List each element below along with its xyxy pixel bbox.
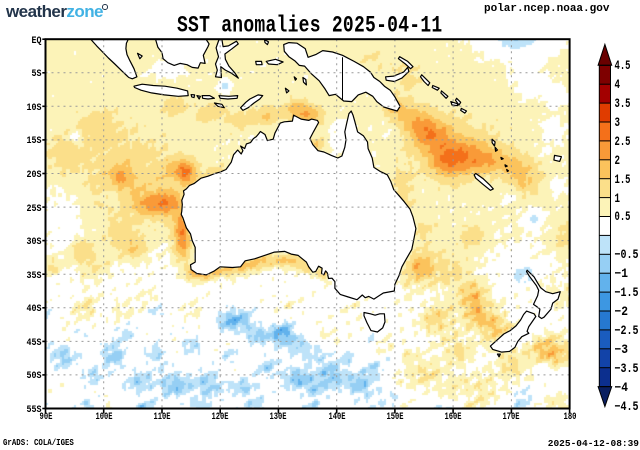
svg-text:4: 4 — [615, 78, 621, 92]
svg-text:15S: 15S — [27, 136, 42, 147]
svg-text:30S: 30S — [27, 237, 42, 248]
svg-text:130E: 130E — [270, 412, 287, 423]
svg-text:40S: 40S — [27, 304, 42, 315]
svg-text:160E: 160E — [445, 412, 462, 423]
svg-text:3.5: 3.5 — [615, 97, 631, 111]
svg-text:25S: 25S — [27, 204, 42, 215]
svg-text:150E: 150E — [387, 412, 404, 423]
svg-text:5S: 5S — [32, 69, 42, 80]
svg-text:−2: −2 — [615, 305, 629, 319]
svg-text:−3.5: −3.5 — [615, 362, 639, 376]
svg-text:50S: 50S — [27, 371, 42, 382]
svg-text:−3: −3 — [615, 343, 629, 357]
svg-text:0.5: 0.5 — [615, 210, 631, 224]
svg-text:3: 3 — [615, 116, 621, 130]
svg-text:140E: 140E — [329, 412, 346, 423]
svg-text:−2.5: −2.5 — [615, 324, 639, 338]
svg-text:−4: −4 — [615, 381, 629, 395]
svg-text:120E: 120E — [212, 412, 229, 423]
svg-text:2.5: 2.5 — [615, 135, 631, 149]
svg-text:100E: 100E — [96, 412, 113, 423]
svg-text:4.5: 4.5 — [615, 59, 631, 73]
svg-text:90E: 90E — [40, 412, 53, 423]
svg-text:10S: 10S — [27, 103, 42, 114]
svg-text:1.5: 1.5 — [615, 173, 631, 187]
svg-text:−1.5: −1.5 — [615, 286, 639, 300]
svg-text:45S: 45S — [27, 338, 42, 349]
svg-text:EQ: EQ — [32, 36, 42, 47]
svg-text:35S: 35S — [27, 271, 42, 282]
svg-text:−1: −1 — [615, 267, 629, 281]
svg-text:110E: 110E — [154, 412, 171, 423]
svg-text:−0.5: −0.5 — [615, 248, 639, 262]
svg-text:20S: 20S — [27, 170, 42, 181]
svg-text:1: 1 — [615, 192, 621, 206]
svg-text:2: 2 — [615, 154, 621, 168]
svg-text:180: 180 — [564, 412, 577, 423]
svg-text:55S: 55S — [27, 405, 42, 416]
svg-text:−4.5: −4.5 — [615, 400, 639, 414]
svg-text:170E: 170E — [503, 412, 520, 423]
